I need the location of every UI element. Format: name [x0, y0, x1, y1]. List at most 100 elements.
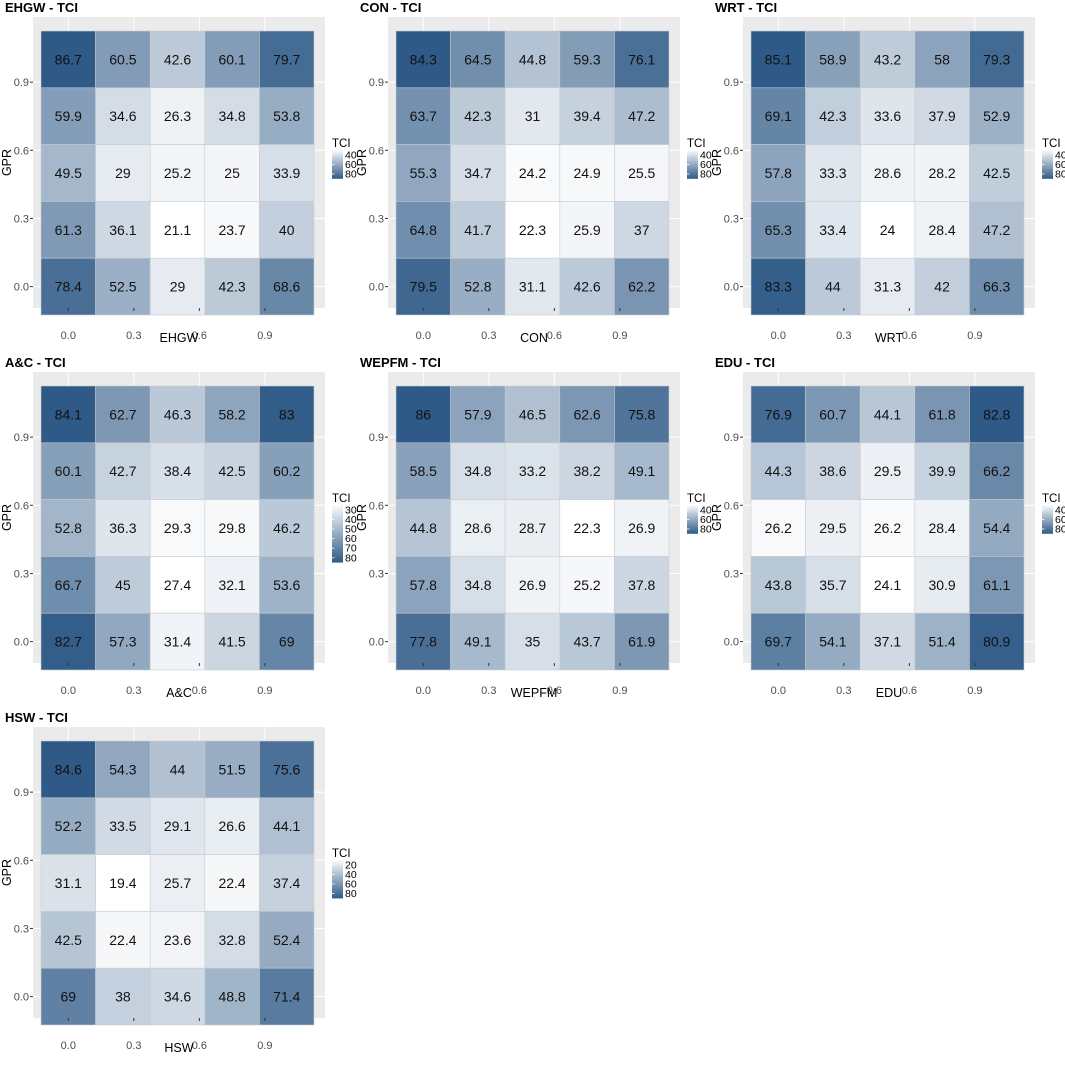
- cell-value-label: 54.3: [109, 761, 136, 777]
- cell-value-label: 53.6: [273, 577, 300, 593]
- legend-title: TCI: [687, 138, 706, 150]
- cell-value-label: 28.4: [928, 222, 955, 238]
- heatmap-cell: [805, 30, 861, 89]
- cell-value-label: 26.2: [765, 520, 792, 536]
- cell-value-label: 29: [115, 165, 131, 181]
- heatmap-cell: [614, 499, 670, 557]
- cell-value-label: 34.8: [218, 108, 245, 124]
- heatmap-cell: [40, 740, 96, 799]
- heatmap-cell: [450, 87, 506, 145]
- cell-value-label: 34.8: [464, 577, 491, 593]
- cell-value-label: 40: [279, 222, 295, 238]
- cell-value-label: 49.1: [628, 463, 655, 479]
- cell-value-label: 37: [634, 222, 650, 238]
- heatmap-cell: [614, 556, 670, 614]
- heatmap-cell: [450, 499, 506, 557]
- heatmap-cell: [614, 612, 670, 671]
- heatmap-cell: [259, 911, 315, 969]
- heatmap-cell: [559, 612, 615, 671]
- cell-value-label: 32.1: [218, 577, 245, 593]
- heatmap-cell: [395, 144, 451, 202]
- cell-value-label: 44: [170, 761, 186, 777]
- heatmap-cell: [969, 257, 1025, 316]
- heatmap-cell: [149, 144, 206, 202]
- panel-title: CON - TCI: [360, 0, 421, 15]
- cell-value-label: 83: [279, 406, 295, 422]
- heatmap-cell: [559, 87, 615, 145]
- cell-value-label: 33.9: [273, 165, 300, 181]
- heatmap-cell: [914, 30, 970, 89]
- heatmap-cell: [859, 257, 916, 316]
- heatmap-cell: [504, 556, 561, 614]
- heatmap-cell: [805, 556, 861, 614]
- cell-value-label: 31.3: [874, 279, 901, 295]
- cell-value-label: 22.3: [519, 222, 546, 238]
- cell-value-label: 26.3: [164, 108, 191, 124]
- heatmap-cell: [614, 442, 670, 500]
- cell-value-label: 58.5: [410, 463, 437, 479]
- heatmap-cell: [504, 144, 561, 202]
- heatmap-cell: [914, 385, 970, 444]
- cell-value-label: 60.7: [819, 406, 846, 422]
- cell-value-label: 54.4: [983, 520, 1010, 536]
- y-axis-label: GPR: [0, 149, 14, 176]
- cell-value-label: 29: [170, 279, 186, 295]
- heatmap-cell: [95, 499, 151, 557]
- x-tick-label: 0.3: [481, 330, 496, 342]
- cell-value-label: 78.4: [55, 279, 82, 295]
- cell-value-label: 59.3: [573, 51, 600, 67]
- legend-label: 60: [700, 514, 712, 526]
- cell-value-label: 52.2: [55, 818, 82, 834]
- cell-value-label: 47.2: [628, 108, 655, 124]
- cell-value-label: 28.7: [519, 520, 546, 536]
- cell-value-label: 52.4: [273, 932, 300, 948]
- legend-label: 40: [700, 149, 712, 161]
- x-tick-label: 0.3: [126, 1040, 141, 1052]
- heatmap-cell: [805, 257, 861, 316]
- heatmap-cell: [149, 257, 206, 316]
- cell-value-label: 29.1: [164, 818, 191, 834]
- cell-value-label: 55.3: [410, 165, 437, 181]
- heatmap-cell: [805, 144, 861, 202]
- heatmap-cell: [504, 499, 561, 557]
- panel-title: EHGW - TCI: [5, 0, 78, 15]
- heatmap-cell: [95, 854, 151, 912]
- heatmap-cell: [204, 30, 260, 89]
- cell-value-label: 49.1: [464, 634, 491, 650]
- heatmap-cell: [450, 612, 506, 671]
- heatmap-cell: [805, 87, 861, 145]
- cell-value-label: 35: [525, 634, 541, 650]
- heatmap-cell: [40, 797, 96, 855]
- cell-value-label: 82.8: [983, 406, 1010, 422]
- y-tick-label: 0.9: [14, 787, 29, 799]
- x-axis-label: WEPFM: [511, 686, 558, 700]
- legend-label: 60: [345, 879, 357, 891]
- legend-title: TCI: [332, 493, 351, 505]
- cell-value-label: 44.3: [765, 463, 792, 479]
- cell-value-label: 66.3: [983, 279, 1010, 295]
- legend-colorbar: [1042, 150, 1053, 179]
- heatmap-cell: [259, 201, 315, 259]
- legend-label: 40: [345, 514, 357, 526]
- x-tick-label: 0.0: [61, 1040, 76, 1052]
- y-tick-label: 0.0: [14, 637, 29, 649]
- y-axis-label: GPR: [710, 149, 724, 176]
- y-tick-label: 0.9: [724, 432, 739, 444]
- legend-colorbar: [332, 150, 343, 179]
- cell-value-label: 49.5: [55, 165, 82, 181]
- cell-value-label: 42.3: [819, 108, 846, 124]
- heatmap-cell: [969, 499, 1025, 557]
- heatmap-cell: [40, 87, 96, 145]
- x-tick-label: 0.6: [547, 685, 562, 697]
- cell-value-label: 33.5: [109, 818, 136, 834]
- heatmap-cell: [395, 556, 451, 614]
- cell-value-label: 57.8: [410, 577, 437, 593]
- heatmap-cell: [95, 257, 151, 316]
- x-tick-label: 0.6: [192, 685, 207, 697]
- cell-value-label: 62.6: [573, 406, 600, 422]
- heatmap-cell: [149, 612, 206, 671]
- cell-value-label: 34.6: [109, 108, 136, 124]
- cell-value-label: 31.1: [55, 875, 82, 891]
- legend-label: 60: [345, 159, 357, 171]
- x-tick-label: 0.0: [416, 685, 431, 697]
